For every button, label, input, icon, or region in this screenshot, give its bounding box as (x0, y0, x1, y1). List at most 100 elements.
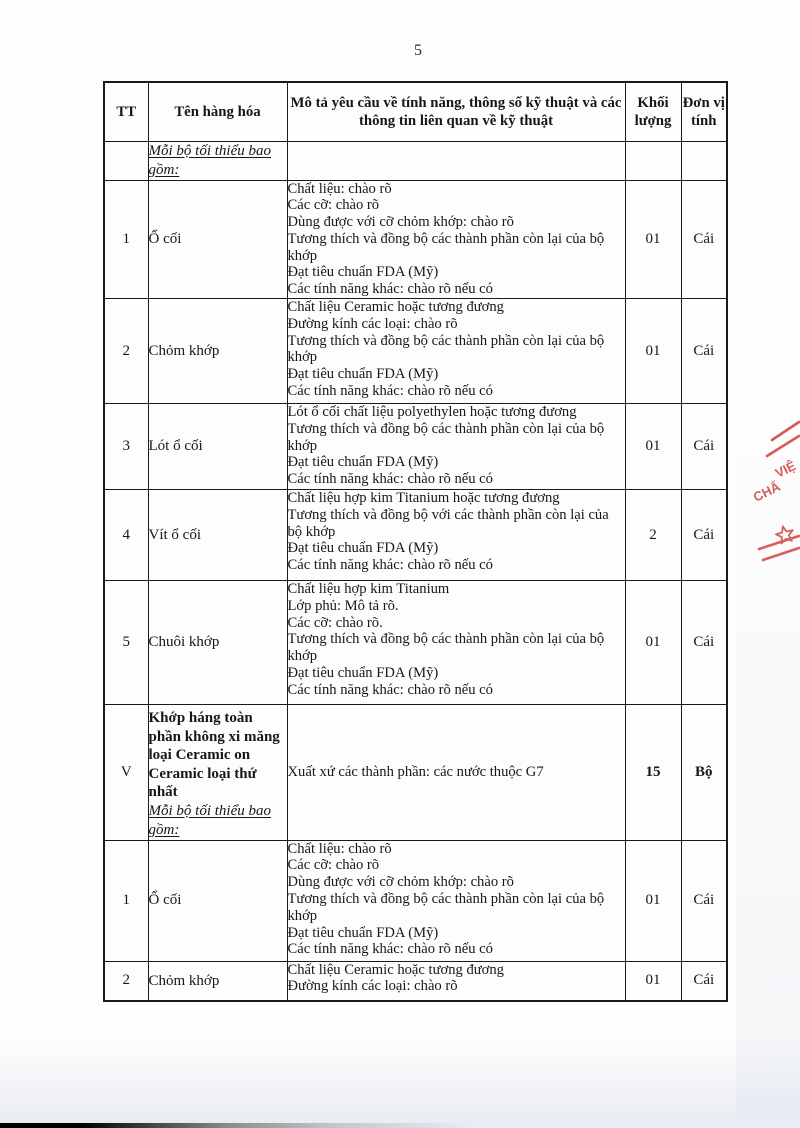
item-name: Ổ cối (147, 839, 288, 962)
description-line: Tương thích và đồng bộ các thành phần cò… (287, 631, 605, 665)
header-tt: TT (103, 81, 149, 142)
row-index: 1 (103, 179, 149, 300)
item-quantity: 01 (624, 298, 682, 405)
item-description: Chất liệu hợp kim Titanium hoặc tương đư… (286, 489, 626, 582)
item-quantity: 01 (624, 580, 682, 706)
item-quantity: 01 (624, 403, 682, 491)
table-row: 4 Vít ổ cối Chất liệu hợp kim Titanium h… (103, 489, 728, 582)
item-unit: Cái (680, 839, 728, 962)
row-index: 1 (103, 839, 149, 962)
row-index: 3 (103, 403, 149, 491)
item-unit: Cái (680, 179, 728, 300)
item-unit: Cái (680, 403, 728, 491)
item-quantity: 01 (624, 960, 682, 1002)
stamp-arc-bottom-2 (761, 546, 800, 562)
description-line: Đạt tiêu chuẩn FDA (Mỹ) (287, 540, 439, 557)
row-index: 4 (103, 489, 149, 582)
header-unit: Đơn vị tính (680, 81, 728, 142)
item-name-note: Mỗi bộ tối thiểu bao gồm: (148, 142, 271, 178)
table-row: 2 Chỏm khớp Chất liệu Ceramic hoặc tương… (103, 298, 728, 405)
item-name-text: Lót ổ cối (148, 438, 203, 455)
item-name: Chuôi khớp (147, 580, 288, 706)
description-line: Các tính năng khác: chào rõ nếu có (287, 281, 493, 298)
item-unit: Cái (680, 960, 728, 1002)
description-line: Các tính năng khác: chào rõ nếu có (287, 383, 493, 400)
item-name: Vít ổ cối (147, 489, 288, 582)
item-name-text: Chỏm khớp (148, 342, 220, 359)
description-line: Tương thích và đồng bộ các thành phần cò… (287, 332, 605, 366)
red-stamp-fragment: VIỆ CHẤ (752, 398, 800, 573)
table-row: 3 Lót ổ cối Lót ổ cối chất liệu polyethy… (103, 403, 728, 491)
row-index: V (103, 704, 149, 841)
description-line: Đạt tiêu chuẩn FDA (Mỹ) (287, 264, 439, 281)
item-unit: Cái (680, 489, 728, 582)
item-description: Chất liệu: chào rõ Các cỡ: chào rõ Dùng đư… (286, 839, 626, 962)
table-row: 5 Chuôi khớp Chất liệu hợp kim Titanium L… (103, 580, 728, 706)
table-row: V Khớp háng toàn phần không xi măng loại… (103, 704, 728, 841)
item-quantity: 15 (624, 704, 682, 841)
description-line: Xuất xứ các thành phần: các nước thuộc G… (287, 763, 544, 780)
item-quantity: 2 (624, 489, 682, 582)
scan-tint-bottom (0, 1040, 800, 1128)
table-row: 2 Chỏm khớp Chất liệu Ceramic hoặc tương… (103, 960, 728, 1002)
item-name-text: Ổ cối (148, 892, 182, 909)
item-unit: Bộ (680, 704, 728, 841)
description-line: Chất liệu Ceramic hoặc tương đương (287, 299, 504, 316)
item-unit: Cái (680, 298, 728, 405)
item-name-text: Chỏm khớp (148, 972, 220, 989)
row-index: 2 (103, 960, 149, 1002)
item-name-text: Chuôi khớp (148, 634, 220, 651)
item-description: Lót ổ cối chất liệu polyethylen hoặc tươ… (286, 403, 626, 491)
item-name: Chỏm khớp (147, 298, 288, 405)
description-line: Các tính năng khác: chào rõ nếu có (287, 941, 493, 958)
description-line: Đạt tiêu chuẩn FDA (Mỹ) (287, 366, 439, 383)
scan-artifact-bar (0, 1123, 470, 1128)
row-index: 5 (103, 580, 149, 706)
header-quantity: Khối lượng (624, 81, 682, 142)
header-item-name: Tên hàng hóa (147, 81, 288, 142)
stamp-text-line1: VIỆ (773, 458, 799, 481)
page-number: 5 (414, 42, 422, 59)
description-line: Đạt tiêu chuẩn FDA (Mỹ) (287, 924, 439, 941)
description-line: Các tính năng khác: chào rõ nếu có (287, 557, 493, 574)
description-line: Tương thích và đồng bộ các thành phần cò… (287, 230, 605, 264)
stamp-arc-bottom-1 (757, 534, 800, 551)
item-name: Khớp háng toàn phần không xi măng loại C… (147, 704, 288, 841)
header-description: Mô tả yêu cầu về tính năng, thông số kỹ … (286, 81, 626, 142)
row-index (103, 140, 149, 181)
item-name: Ổ cối (147, 179, 288, 300)
row-index: 2 (103, 298, 149, 405)
description-line: Đường kính các loại: chào rõ (287, 315, 458, 332)
item-description: Chất liệu hợp kim Titanium Lớp phủ: Mô tả… (286, 580, 626, 706)
item-quantity: 01 (624, 179, 682, 300)
item-name-text: Khớp háng toàn phần không xi măng loại C… (148, 710, 280, 801)
stamp-text-line2: CHẤ (752, 479, 783, 505)
description-line: Đạt tiêu chuẩn FDA (Mỹ) (287, 665, 439, 682)
spec-table: TT Tên hàng hóa Mô tả yêu cầu về tính nă… (103, 81, 728, 1003)
table-header-row: TT Tên hàng hóa Mô tả yêu cầu về tính nă… (103, 81, 728, 142)
description-line: Lớp phủ: Mô tả rõ. (287, 597, 399, 614)
item-name: Chỏm khớp (147, 960, 288, 1002)
table-row: 1 Ổ cối Chất liệu: chào rõ Các cỡ: chào r… (103, 179, 728, 300)
description-line: Đạt tiêu chuẩn FDA (Mỹ) (287, 454, 439, 471)
description-line: Các tính năng khác: chào rõ nếu có (287, 681, 493, 698)
description-line: Các cỡ: chào rõ (287, 857, 380, 874)
item-name-note: Mỗi bộ tối thiểu bao gồm: (148, 802, 271, 838)
description-line: Chất liệu Ceramic hoặc tương đương (287, 961, 504, 978)
description-line: Tương thích và đồng bộ với các thành phầ… (287, 506, 609, 540)
stamp-arc-top-1 (770, 420, 800, 442)
item-name: Lót ổ cối (147, 403, 288, 491)
description-line: Các cỡ: chào rõ. (287, 614, 383, 631)
description-line: Chất liệu hợp kim Titanium (287, 581, 450, 598)
item-description (286, 140, 626, 181)
item-unit: Cái (680, 580, 728, 706)
description-line: Chất liệu hợp kim Titanium hoặc tương đư… (287, 490, 560, 507)
stamp-arc-top-2 (765, 434, 800, 458)
description-line: Các tính năng khác: chào rõ nếu có (287, 471, 493, 488)
item-description: Xuất xứ các thành phần: các nước thuộc G… (286, 704, 626, 841)
stamp-star-icon (775, 525, 794, 545)
table-row: Mỗi bộ tối thiểu bao gồm: (103, 140, 728, 181)
description-line: Tương thích và đồng bộ các thành phần cò… (287, 890, 605, 924)
description-line: Dùng được với cỡ chỏm khớp: chào rõ (287, 214, 514, 231)
item-quantity (624, 140, 682, 181)
